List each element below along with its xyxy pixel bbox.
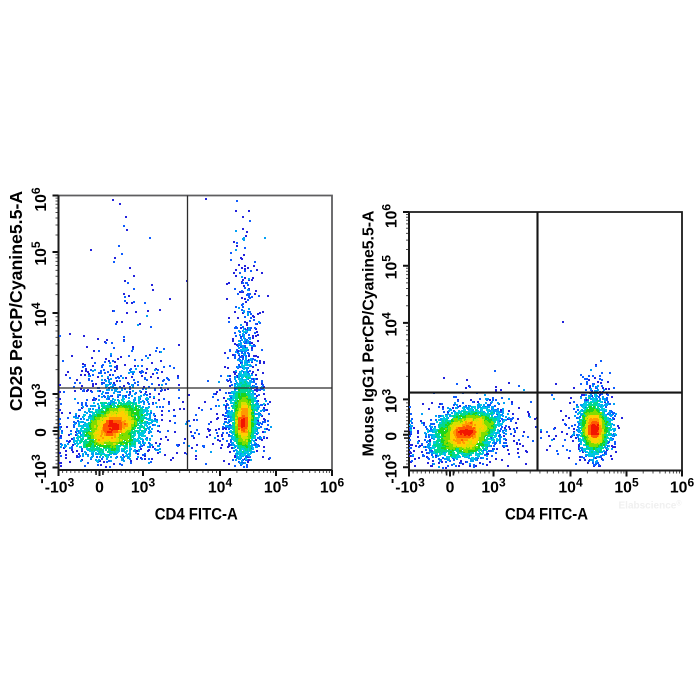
svg-text:CD4 FITC-A: CD4 FITC-A xyxy=(505,506,588,524)
svg-text:Elabscience®: Elabscience® xyxy=(619,500,683,512)
svg-text:0: 0 xyxy=(384,432,401,441)
svg-text:0: 0 xyxy=(95,480,104,497)
svg-text:0: 0 xyxy=(33,428,50,437)
svg-text:-103: -103 xyxy=(45,475,75,496)
svg-text:-103: -103 xyxy=(29,454,50,484)
svg-text:CD25 PerCP/Cyanine5.5-A: CD25 PerCP/Cyanine5.5-A xyxy=(6,191,26,411)
svg-text:-103: -103 xyxy=(395,475,425,496)
svg-text:CD4 FITC-A: CD4 FITC-A xyxy=(155,506,238,524)
svg-text:0: 0 xyxy=(446,480,455,497)
svg-text:Mouse IgG1 PerCP/Cyanine5.5-A: Mouse IgG1 PerCP/Cyanine5.5-A xyxy=(361,211,378,457)
svg-text:-103: -103 xyxy=(379,454,400,484)
